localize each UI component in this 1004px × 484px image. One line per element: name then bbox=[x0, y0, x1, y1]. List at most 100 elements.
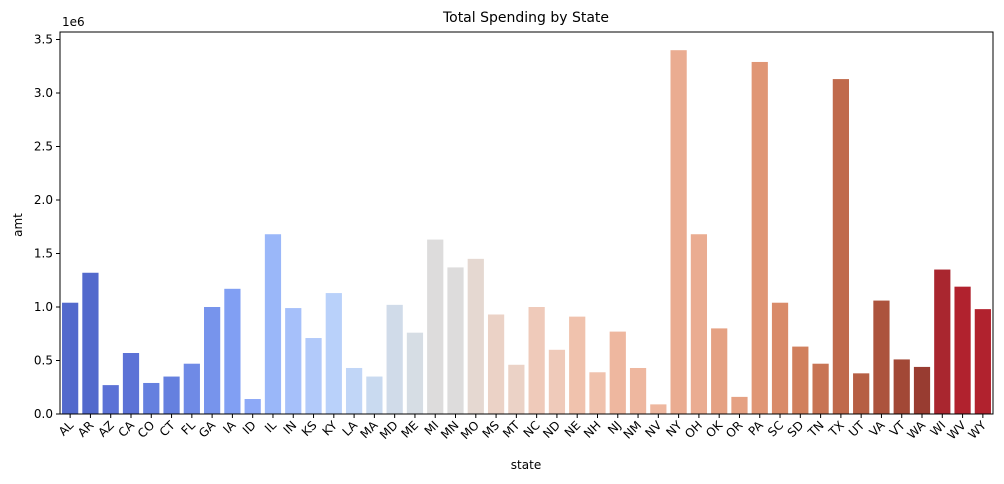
x-tick-label: CT bbox=[157, 418, 178, 439]
y-tick-label: 2.0 bbox=[34, 193, 53, 207]
bar-MN bbox=[447, 267, 464, 414]
x-tick-label: KY bbox=[320, 418, 341, 439]
bar-CO bbox=[143, 382, 160, 414]
x-tick-label: NM bbox=[621, 418, 645, 442]
plot-frame bbox=[59, 31, 994, 415]
bar-WV bbox=[954, 286, 971, 414]
y-ticks: 0.0 0.5 1.0 1.5 2.0 2.5 3.0 3.5 bbox=[34, 32, 60, 421]
y-tick-label: 0.0 bbox=[34, 407, 53, 421]
x-tick-label: MA bbox=[357, 418, 381, 442]
y-scale-label: 1e6 bbox=[62, 15, 85, 29]
x-tick-label: VT bbox=[887, 418, 908, 439]
bar-MA bbox=[366, 376, 383, 414]
bar-MO bbox=[467, 258, 484, 414]
bar-ME bbox=[406, 332, 424, 414]
bar-LA bbox=[345, 367, 363, 414]
bar-ID bbox=[244, 399, 261, 414]
bar-AR bbox=[82, 272, 99, 414]
bar-SD bbox=[792, 346, 809, 414]
chart-title: Total Spending by State bbox=[442, 10, 609, 26]
bar-NC bbox=[528, 306, 545, 414]
x-tick-label: TN bbox=[805, 418, 827, 440]
x-tick-label: NY bbox=[663, 418, 685, 440]
y-tick-label: 1.5 bbox=[34, 246, 53, 260]
x-tick-label: SC bbox=[765, 418, 786, 439]
x-tick-label: MS bbox=[480, 418, 503, 441]
bar-UT bbox=[853, 373, 870, 414]
x-tick-label: AL bbox=[56, 418, 77, 439]
x-tick-label: IA bbox=[220, 418, 239, 437]
bar-NY bbox=[670, 50, 687, 414]
bar-CA bbox=[122, 353, 140, 414]
bar-MS bbox=[487, 314, 505, 414]
x-tick-label: MN bbox=[438, 418, 462, 442]
bar-WI bbox=[934, 269, 951, 414]
x-tick-label: WY bbox=[966, 418, 990, 442]
bar-KY bbox=[325, 293, 342, 414]
x-tick-label: IN bbox=[281, 418, 300, 437]
bar-IN bbox=[285, 308, 302, 414]
y-axis-label: amt bbox=[11, 213, 25, 237]
x-tick-label: GA bbox=[196, 418, 219, 441]
bar-TX bbox=[832, 79, 849, 414]
x-tick-label: SD bbox=[785, 418, 807, 440]
bar-ND bbox=[548, 349, 566, 414]
x-tick-label: NH bbox=[581, 418, 604, 441]
y-tick-label: 0.5 bbox=[34, 353, 53, 367]
x-tick-label: OR bbox=[723, 418, 745, 440]
x-tick-label: AZ bbox=[95, 418, 117, 440]
bar-WA bbox=[913, 366, 931, 414]
bar-MD bbox=[386, 304, 403, 414]
x-tick-label: ME bbox=[398, 418, 421, 441]
x-tick-label: IL bbox=[262, 418, 279, 435]
bar-OH bbox=[690, 234, 708, 414]
x-tick-label: WI bbox=[928, 418, 949, 439]
bar-MT bbox=[508, 364, 525, 414]
x-tick-label: MT bbox=[500, 418, 523, 441]
x-tick-label: ID bbox=[240, 418, 259, 437]
bar-FL bbox=[183, 363, 200, 414]
bar-OR bbox=[731, 396, 748, 414]
bar-NM bbox=[629, 367, 647, 414]
x-axis-label: state bbox=[511, 458, 541, 472]
bar-SC bbox=[771, 302, 789, 414]
bar-IL bbox=[264, 234, 282, 414]
x-tick-label: OK bbox=[703, 417, 726, 440]
y-tick-label: 1.0 bbox=[34, 300, 53, 314]
x-tick-label: WA bbox=[904, 418, 928, 442]
x-tick-label: TX bbox=[825, 418, 847, 440]
bar-NE bbox=[569, 316, 586, 414]
bar-CT bbox=[163, 376, 180, 414]
bar-GA bbox=[204, 306, 221, 414]
x-tick-label: MI bbox=[422, 418, 442, 438]
bar-MI bbox=[427, 239, 444, 414]
x-tick-label: LA bbox=[340, 418, 361, 439]
x-tick-label: OH bbox=[682, 418, 705, 441]
x-tick-label: PA bbox=[746, 418, 767, 439]
y-tick-label: 3.5 bbox=[34, 32, 53, 46]
bar-AZ bbox=[102, 385, 119, 414]
x-tick-label: CA bbox=[115, 418, 137, 440]
bar-PA bbox=[751, 61, 768, 414]
bar-NH bbox=[589, 372, 606, 414]
x-tick-label: KS bbox=[299, 418, 320, 439]
x-tick-label: UT bbox=[846, 418, 868, 440]
x-tick-label: AR bbox=[75, 418, 97, 440]
x-tick-label: MO bbox=[458, 418, 482, 442]
x-tick-label: CO bbox=[135, 418, 158, 441]
bar-IA bbox=[224, 288, 241, 414]
x-tick-label: ND bbox=[540, 418, 563, 441]
x-tick-label: NE bbox=[562, 418, 584, 440]
bar-NV bbox=[650, 404, 667, 414]
x-tick-label: NJ bbox=[605, 418, 624, 437]
bar-WY bbox=[974, 309, 991, 414]
bar-VT bbox=[893, 359, 910, 414]
bar-KS bbox=[305, 338, 322, 414]
x-tick-label: WV bbox=[945, 418, 970, 443]
bar-NJ bbox=[609, 331, 626, 414]
bar-OK bbox=[711, 328, 728, 414]
bar-AL bbox=[62, 302, 79, 414]
x-tick-label: MD bbox=[377, 418, 401, 442]
